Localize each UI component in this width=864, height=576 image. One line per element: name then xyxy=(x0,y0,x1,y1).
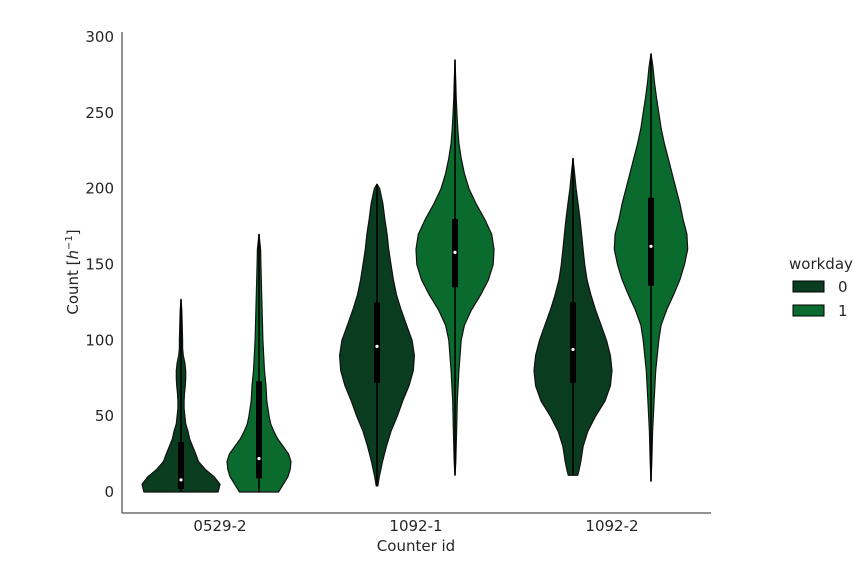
y-tick-label: 0 xyxy=(104,483,114,501)
y-tick-label: 300 xyxy=(85,28,114,46)
plot-area xyxy=(141,53,689,493)
median-1092-2-workday-1 xyxy=(649,244,653,248)
legend-label-0: 0 xyxy=(838,278,848,296)
median-1092-1-workday-0 xyxy=(375,344,379,348)
median-1092-1-workday-1 xyxy=(453,250,457,254)
legend-label-1: 1 xyxy=(838,302,848,320)
iqr-box-1092-1-workday-0 xyxy=(374,302,380,383)
y-tick-label: 150 xyxy=(85,256,114,274)
x-tick-label: 1092-1 xyxy=(389,517,442,535)
legend-title: workday xyxy=(789,255,853,273)
x-tick-label: 1092-2 xyxy=(585,517,638,535)
iqr-box-0529-2-workday-1 xyxy=(256,381,262,479)
y-tick-label: 250 xyxy=(85,104,114,122)
y-axis-label: Count [h−1] xyxy=(64,229,82,314)
x-axis-label: Counter id xyxy=(377,537,455,555)
median-0529-2-workday-0 xyxy=(179,478,183,482)
y-tick-label: 100 xyxy=(85,331,114,349)
x-tick-label: 0529-2 xyxy=(193,517,246,535)
median-1092-2-workday-0 xyxy=(571,347,575,352)
legend-swatch-1 xyxy=(792,304,825,317)
y-axis: 0 50 100 150 200 250 300 xyxy=(85,28,123,513)
x-axis: 0529-2 1092-1 1092-2 xyxy=(122,512,711,535)
y-tick-label: 200 xyxy=(85,180,114,198)
iqr-box-1092-2-workday-0 xyxy=(570,302,576,383)
median-0529-2-workday-1 xyxy=(257,457,261,461)
iqr-box-1092-2-workday-1 xyxy=(648,197,654,286)
iqr-box-0529-2-workday-0 xyxy=(178,441,184,489)
legend: workday 0 1 xyxy=(789,255,853,320)
y-tick-label: 50 xyxy=(95,407,114,425)
legend-swatch-0 xyxy=(792,280,825,293)
